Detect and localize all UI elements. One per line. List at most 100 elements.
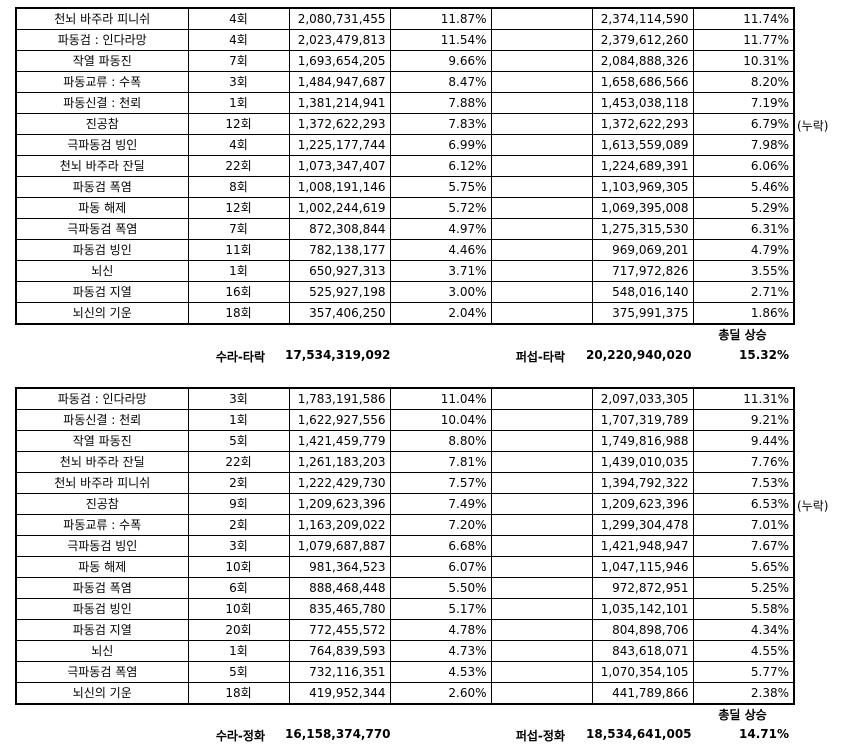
share-sura: 7.88% xyxy=(389,92,492,114)
skill-name: 파동검 : 인다라망 xyxy=(15,29,189,51)
damage-sura: 782,138,177 xyxy=(288,239,391,261)
damage-sura: 981,364,523 xyxy=(288,556,391,578)
share-sura: 7.83% xyxy=(389,113,492,135)
table-row: 극파동검 빙인 4회 1,225,177,744 6.99% 1,613,559,089… xyxy=(15,134,795,156)
damage-persup: 1,439,010,035 xyxy=(591,451,694,473)
skill-name: 파동신결 : 천뢰 xyxy=(15,92,189,114)
table-row: 뇌신 1회 650,927,313 3.71% 717,972,826 3.55% xyxy=(15,260,795,282)
empty-cell xyxy=(490,514,593,536)
table-row: 극파동검 폭염 5회 732,116,351 4.53% 1,070,354,105 5.… xyxy=(15,661,795,683)
hit-count: 7회 xyxy=(187,218,290,240)
damage-sura: 2,080,731,455 xyxy=(288,7,391,30)
damage-persup: 969,069,201 xyxy=(591,239,694,261)
hit-count: 12회 xyxy=(187,197,290,219)
share-sura: 5.17% xyxy=(389,598,492,620)
damage-persup: 1,103,969,305 xyxy=(591,176,694,198)
share-sura: 4.78% xyxy=(389,619,492,641)
hit-count: 3회 xyxy=(187,71,290,93)
empty-cell xyxy=(490,451,593,473)
empty-cell xyxy=(490,50,593,72)
empty-cell xyxy=(490,387,593,410)
hit-count: 20회 xyxy=(187,619,290,641)
empty-cell xyxy=(490,92,593,114)
share-persup: 5.58% xyxy=(692,598,795,620)
damage-persup: 1,372,622,293 xyxy=(591,113,694,135)
share-sura: 8.80% xyxy=(389,430,492,452)
skill-name: 뇌신 xyxy=(15,260,189,282)
table-row: 파동검 지열 16회 525,927,198 3.00% 548,016,140 2.71… xyxy=(15,281,795,303)
hit-count: 6회 xyxy=(187,577,290,599)
skill-name: 파동검 빙인 xyxy=(15,598,189,620)
table-row: 파동 해제 12회 1,002,244,619 5.72% 1,069,395,008 5… xyxy=(15,197,795,219)
skill-name: 파동검 빙인 xyxy=(15,239,189,261)
damage-sura: 872,308,844 xyxy=(288,218,391,240)
table-row: 파동교류 : 수폭 2회 1,163,209,022 7.20% 1,299,304,4… xyxy=(15,514,795,536)
empty-cell xyxy=(490,239,593,261)
damage-sura: 772,455,572 xyxy=(288,619,391,641)
damage-persup: 972,872,951 xyxy=(591,577,694,599)
damage-persup: 1,070,354,105 xyxy=(591,661,694,683)
share-persup: 7.67% xyxy=(692,535,795,557)
hit-count: 1회 xyxy=(187,409,290,431)
damage-sura: 764,839,593 xyxy=(288,640,391,662)
damage-sura: 835,465,780 xyxy=(288,598,391,620)
damage-persup: 717,972,826 xyxy=(591,260,694,282)
hit-count: 8회 xyxy=(187,176,290,198)
hit-count: 11회 xyxy=(187,239,290,261)
table-row: 천뇌 바주라 피니쉬 2회 1,222,429,730 7.57% 1,394,792,… xyxy=(15,472,795,494)
share-persup: 7.98% xyxy=(692,134,795,156)
share-sura: 7.49% xyxy=(389,493,492,515)
damage-persup: 2,084,888,326 xyxy=(591,50,694,72)
total-increase-header: 총딜 상승 xyxy=(718,708,767,722)
share-persup: 6.06% xyxy=(692,155,795,177)
share-persup: 7.01% xyxy=(692,514,795,536)
damage-persup: 548,016,140 xyxy=(591,281,694,303)
damage-persup: 1,299,304,478 xyxy=(591,514,694,536)
damage-persup: 1,749,816,988 xyxy=(591,430,694,452)
share-sura: 9.66% xyxy=(389,50,492,72)
damage-persup: 1,658,686,566 xyxy=(591,71,694,93)
share-sura: 2.04% xyxy=(389,302,492,325)
share-sura: 6.99% xyxy=(389,134,492,156)
skill-name: 파동 해제 xyxy=(15,197,189,219)
damage-sura: 1,381,214,941 xyxy=(288,92,391,114)
total-value-persup: 20,220,940,020 xyxy=(586,348,692,362)
total-increase-value: 15.32% xyxy=(739,348,789,362)
share-sura: 5.50% xyxy=(389,577,492,599)
total-label-persup: 퍼섭-타락 xyxy=(515,350,565,364)
share-persup: 9.44% xyxy=(692,430,795,452)
share-persup: 2.38% xyxy=(692,682,795,705)
table-row: 진공참 9회 1,209,623,396 7.49% 1,209,623,396 6.53… xyxy=(15,493,795,515)
share-persup: 11.31% xyxy=(692,387,795,410)
hit-count: 1회 xyxy=(187,640,290,662)
share-persup: 7.19% xyxy=(692,92,795,114)
empty-cell xyxy=(490,176,593,198)
skill-name: 뇌신 xyxy=(15,640,189,662)
hit-count: 18회 xyxy=(187,682,290,705)
total-label-persup: 퍼섭-정화 xyxy=(515,729,565,743)
share-sura: 6.68% xyxy=(389,535,492,557)
damage-sura: 1,622,927,556 xyxy=(288,409,391,431)
damage-table-taerak: 천뇌 바주라 피니쉬 4회 2,080,731,455 11.87% 2,374,114… xyxy=(15,7,795,325)
hit-count: 5회 xyxy=(187,661,290,683)
hit-count: 5회 xyxy=(187,430,290,452)
damage-persup: 1,394,792,322 xyxy=(591,472,694,494)
empty-cell xyxy=(490,472,593,494)
omission-note: (누락) xyxy=(797,499,829,513)
table-row: 파동검 지열 20회 772,455,572 4.78% 804,898,706 4.34… xyxy=(15,619,795,641)
share-sura: 5.75% xyxy=(389,176,492,198)
hit-count: 22회 xyxy=(187,451,290,473)
empty-cell xyxy=(490,640,593,662)
total-label-sura: 수라-정화 xyxy=(215,729,265,743)
total-value-sura: 16,158,374,770 xyxy=(285,727,391,741)
share-sura: 8.47% xyxy=(389,71,492,93)
table-row: 파동 해제 10회 981,364,523 6.07% 1,047,115,946 5.6… xyxy=(15,556,795,578)
share-sura: 2.60% xyxy=(389,682,492,705)
table-row: 파동신결 : 천뢰 1회 1,622,927,556 10.04% 1,707,319,… xyxy=(15,409,795,431)
damage-persup: 1,035,142,101 xyxy=(591,598,694,620)
skill-name: 극파동검 빙인 xyxy=(15,134,189,156)
share-persup: 1.86% xyxy=(692,302,795,325)
hit-count: 1회 xyxy=(187,260,290,282)
damage-sura: 1,225,177,744 xyxy=(288,134,391,156)
damage-table-body: 파동검 : 인다라망 3회 1,783,191,586 11.04% 2,097,033… xyxy=(15,387,795,705)
